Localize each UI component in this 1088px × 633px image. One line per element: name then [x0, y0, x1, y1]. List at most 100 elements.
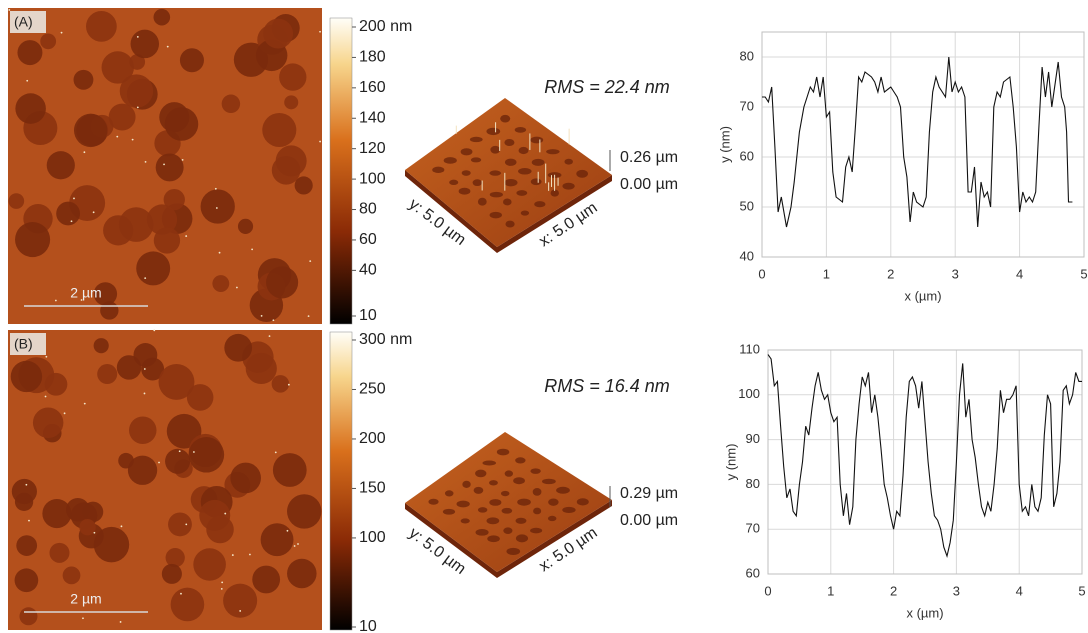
speck: [143, 368, 146, 370]
surface-pit: [505, 220, 515, 228]
plot-frame: [767, 349, 1083, 575]
surface-pit: [460, 148, 473, 156]
pit: [49, 542, 70, 563]
surface-3d: [405, 98, 612, 247]
surface-pit: [518, 146, 529, 155]
colorbar-tick-label: 180: [359, 49, 386, 66]
surface-pit: [547, 515, 557, 522]
surface-pit: [576, 498, 589, 506]
surface-pit: [475, 469, 487, 478]
colorbar-tick-label: 120: [359, 140, 386, 157]
z-top-label: 0.29 µm: [620, 485, 678, 502]
pit: [46, 151, 75, 180]
surface-pit: [515, 534, 529, 543]
speck: [83, 402, 86, 405]
speck: [268, 335, 271, 338]
speck: [116, 135, 119, 138]
x-tick-label: 2: [887, 266, 894, 281]
y-tick-label: 70: [740, 98, 754, 113]
pit: [294, 176, 313, 195]
pit: [186, 384, 214, 411]
speck: [286, 529, 289, 532]
speck: [158, 461, 160, 464]
surface-pit: [504, 158, 517, 166]
colorbar-tick-label: 200: [359, 430, 386, 447]
surface-pit: [432, 166, 445, 173]
pit: [133, 343, 158, 367]
surface-pit: [496, 448, 510, 456]
profile-line: [767, 354, 1082, 559]
pit: [271, 375, 290, 393]
pit: [10, 360, 43, 393]
surface-pit: [520, 210, 530, 216]
colorbar-tick-label: 60: [359, 231, 377, 248]
surface-pit: [517, 498, 531, 506]
colorbar-tick-label: 10: [359, 618, 377, 633]
x-tick-label: 2: [890, 583, 897, 598]
speck: [293, 545, 296, 547]
surface-pit: [504, 470, 513, 477]
surface-pit: [518, 168, 532, 175]
rms-label: RMS = 16.4 nm: [544, 376, 670, 396]
pit: [119, 74, 154, 108]
surface-pit: [562, 506, 576, 513]
surface-pit: [530, 178, 542, 186]
surface-pit: [504, 178, 518, 187]
profile-line: [762, 56, 1073, 228]
pit: [103, 215, 134, 246]
pit: [200, 189, 235, 224]
surface-pit: [477, 507, 488, 513]
speck: [63, 412, 66, 415]
colorbar-tick-label: 150: [359, 480, 386, 497]
colorbar-tick-label: 200 nm: [359, 18, 412, 35]
pit: [116, 355, 142, 380]
pit: [245, 352, 277, 385]
surface-pit: [501, 507, 513, 514]
speck: [136, 35, 139, 38]
surface-pit: [460, 518, 470, 524]
speck: [26, 79, 29, 82]
rms-label: RMS = 22.4 nm: [544, 77, 670, 97]
pit: [179, 48, 204, 73]
panel-label: (A): [14, 14, 33, 30]
pit: [163, 188, 185, 211]
speck: [249, 553, 251, 556]
speck: [60, 31, 63, 34]
speck: [8, 9, 11, 11]
surface-pit: [462, 480, 471, 488]
colorbar: [329, 17, 353, 325]
pit: [73, 113, 108, 148]
pit: [130, 29, 160, 59]
speck: [82, 617, 84, 620]
pit: [19, 607, 38, 626]
surface-pit: [530, 527, 543, 534]
speck: [215, 207, 218, 209]
pit: [155, 153, 184, 182]
pit: [284, 95, 299, 110]
speck: [235, 286, 238, 289]
surface-pit: [530, 136, 544, 144]
x-axis-label: x (µm): [904, 288, 941, 303]
panel-label: (B): [14, 336, 33, 352]
speck: [153, 329, 156, 332]
speck: [70, 220, 73, 223]
speck: [220, 587, 223, 590]
surface-pit: [503, 198, 512, 206]
colorbar: [329, 331, 353, 631]
speck: [93, 531, 96, 534]
speck: [297, 543, 299, 545]
surface-pit: [504, 138, 515, 147]
surface-pit: [487, 535, 500, 543]
speck: [54, 299, 57, 302]
pit: [262, 112, 297, 148]
speck: [178, 450, 181, 453]
surface-pit: [506, 547, 521, 556]
speck: [144, 161, 147, 163]
speck: [136, 106, 139, 109]
y-tick-label: 60: [746, 565, 760, 580]
speck: [80, 299, 83, 301]
colorbar-tick-label: 100: [359, 170, 386, 187]
surface-pit: [516, 190, 528, 196]
pit: [42, 499, 72, 529]
